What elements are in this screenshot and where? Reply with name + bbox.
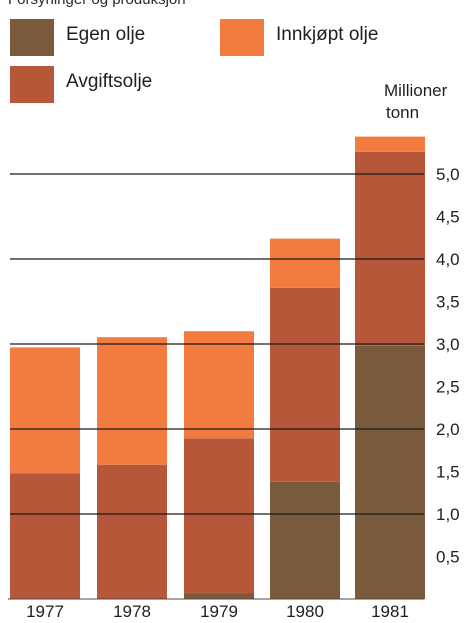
bar-1979-innkj-pt-olje bbox=[184, 331, 254, 439]
legend-label-avgiftsolje: Avgiftsolje bbox=[66, 71, 152, 92]
bar-1978-avgiftsolje bbox=[97, 464, 167, 599]
y-axis-ticks: 0,5 1,0 1,5 2,0 2,5 3,0 3,5 4,0 4,5 5,0 bbox=[436, 165, 460, 567]
legend-label-egen-olje: Egen olje bbox=[66, 24, 145, 45]
x-axis-categories: 1977 1978 1979 1980 1981 bbox=[26, 602, 409, 621]
y-tick-label: 3,5 bbox=[436, 293, 460, 312]
bar-1980-avgiftsolje bbox=[270, 287, 340, 482]
y-tick-label: 1,0 bbox=[436, 505, 460, 524]
y-axis-unit-line-1: Millioner bbox=[384, 81, 448, 100]
bar-1981-innkj-pt-olje bbox=[355, 136, 425, 152]
caption-partial: Forsyninger og produksjon bbox=[8, 0, 186, 8]
y-tick-label: 1,5 bbox=[436, 463, 460, 482]
legend-swatch-innkj-pt-olje bbox=[220, 19, 264, 56]
y-tick-label: 4,0 bbox=[436, 250, 460, 269]
y-tick-label: 5,0 bbox=[436, 165, 460, 184]
bar-1979-egen-olje bbox=[184, 593, 254, 599]
y-tick-label: 4,5 bbox=[436, 208, 460, 227]
bars bbox=[10, 136, 425, 599]
bar-1981-avgiftsolje bbox=[355, 151, 425, 346]
y-tick-label: 3,0 bbox=[436, 335, 460, 354]
bar-1977-avgiftsolje bbox=[10, 473, 80, 599]
bar-1979-avgiftsolje bbox=[184, 438, 254, 594]
x-tick-label-1981: 1981 bbox=[371, 602, 409, 621]
legend-swatch-egen-olje bbox=[10, 19, 54, 56]
x-tick-label-1977: 1977 bbox=[26, 602, 64, 621]
x-tick-label-1980: 1980 bbox=[286, 602, 324, 621]
y-tick-label: 2,5 bbox=[436, 378, 460, 397]
bar-1980-egen-olje bbox=[270, 481, 340, 599]
legend-swatch-avgiftsolje bbox=[10, 66, 54, 103]
y-axis-unit-line-2: tonn bbox=[386, 103, 419, 122]
bar-1981-egen-olje bbox=[355, 345, 425, 599]
y-tick-label: 0,5 bbox=[436, 548, 460, 567]
legend: Egen olje Innkjøpt olje Avgiftsolje bbox=[10, 19, 378, 103]
x-tick-label-1978: 1978 bbox=[113, 602, 151, 621]
bar-1978-innkj-pt-olje bbox=[97, 337, 167, 465]
bar-1977-innkj-pt-olje bbox=[10, 347, 80, 474]
gridlines bbox=[10, 173, 424, 515]
x-tick-label-1979: 1979 bbox=[200, 602, 238, 621]
y-tick-label: 2,0 bbox=[436, 420, 460, 439]
legend-label-innkj-pt-olje: Innkjøpt olje bbox=[276, 24, 378, 45]
bar-1980-innkj-pt-olje bbox=[270, 238, 340, 288]
